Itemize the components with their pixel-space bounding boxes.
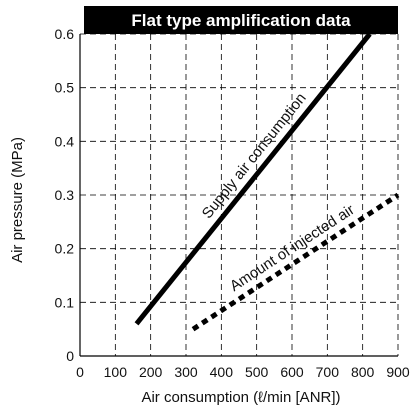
x-tick-label: 500 (245, 364, 269, 380)
x-tick-label: 300 (174, 364, 198, 380)
y-tick-label: 0.3 (55, 187, 75, 203)
x-tick-label: 900 (386, 364, 410, 380)
y-axis-label: Air pressure (MPa) (9, 137, 26, 263)
x-axis-label: Air consumption (ℓ/min [ANR]) (141, 389, 340, 406)
x-tick-label: 700 (316, 364, 340, 380)
title-banner (84, 6, 398, 34)
y-tick-label: 0.1 (55, 294, 75, 310)
y-tick-label: 0.4 (55, 133, 75, 149)
y-tick-label: 0.6 (55, 26, 75, 42)
series-line-1 (191, 192, 400, 332)
y-tick-label: 0.2 (55, 241, 75, 257)
chart-title: Flat type amplification data (131, 11, 351, 30)
x-tick-label: 200 (139, 364, 163, 380)
y-tick-label: 0.5 (55, 80, 75, 96)
x-tick-label: 100 (104, 364, 128, 380)
x-tick-label: 800 (351, 364, 375, 380)
x-tick-labels: 0 100 200 300 400 500 600 700 800 900 (76, 364, 410, 380)
series-group (134, 32, 400, 332)
series-line-0 (134, 32, 372, 326)
y-tick-label: 0 (66, 348, 74, 364)
supply-air-label: Supply air consumption (199, 90, 310, 222)
y-tick-labels: 0 0.1 0.2 0.3 0.4 0.5 0.6 (55, 26, 75, 364)
x-tick-label: 600 (280, 364, 304, 380)
x-tick-label: 0 (76, 364, 84, 380)
x-tick-label: 400 (210, 364, 234, 380)
